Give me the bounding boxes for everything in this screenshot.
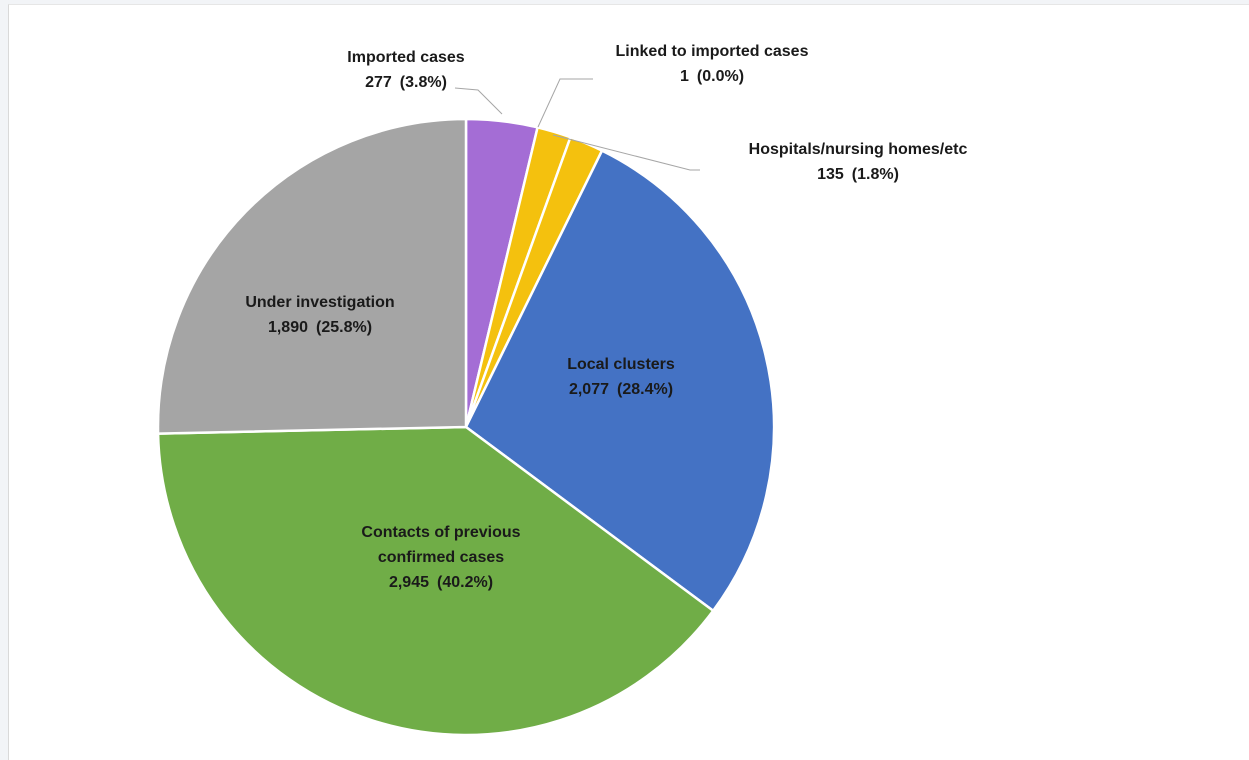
slice-percent: (25.8%): [316, 319, 372, 336]
leader-lines: [454, 78, 700, 171]
leader-line-hospitals-nursing-homes-etc: [552, 134, 700, 171]
slice-percent: (0.0%): [697, 68, 744, 85]
slice-label-hospitals-nursing-homes-etc: Hospitals/nursing homes/etc 135 (1.8%): [749, 141, 968, 183]
slice-label-text: Hospitals/nursing homes/etc: [749, 141, 968, 158]
leader-line-imported-cases: [454, 87, 503, 115]
slice-percent: (40.2%): [437, 574, 493, 591]
slice-label-contacts-of-previous-confirmed-cases: Contacts of previous confirmed cases 2,945…: [361, 524, 520, 591]
pie-slices: [156, 117, 776, 737]
slice-label-text: Local clusters: [567, 356, 675, 373]
slice-percent: (28.4%): [617, 381, 673, 398]
pie-slice-contacts-of-previous-confirmed-cases: [156, 425, 715, 737]
slice-value: 2,077: [569, 381, 609, 398]
slice-label-linked-to-imported-cases: Linked to imported cases 1 (0.0%): [616, 43, 809, 85]
slice-label-text: Linked to imported cases: [616, 43, 809, 60]
slice-label-imported-cases: Imported cases 277 (3.8%): [347, 49, 464, 91]
slice-value: 277: [365, 74, 392, 91]
slice-label-text: Contacts of previous: [361, 524, 520, 541]
slice-label-text: confirmed cases: [378, 549, 504, 566]
slice-percent: (1.8%): [852, 166, 899, 183]
slice-value: 1,890: [268, 319, 308, 336]
slice-label-text: Imported cases: [347, 49, 464, 66]
pie-slice-under-investigation: [156, 117, 468, 435]
slice-percent: (3.8%): [400, 74, 447, 91]
pie-slice-local-clusters: [464, 149, 776, 612]
slice-labels: Imported cases 277 (3.8%) Linked to importe…: [245, 43, 967, 591]
slice-label-local-clusters: Local clusters 2,077 (28.4%): [567, 356, 675, 398]
leader-line-linked-to-imported-cases: [537, 78, 593, 128]
slice-value: 1: [680, 68, 689, 85]
slice-value: 135: [817, 166, 844, 183]
slice-label-under-investigation: Under investigation 1,890 (25.8%): [245, 294, 394, 336]
slice-label-text: Under investigation: [245, 294, 394, 311]
slice-value: 2,945: [389, 574, 429, 591]
